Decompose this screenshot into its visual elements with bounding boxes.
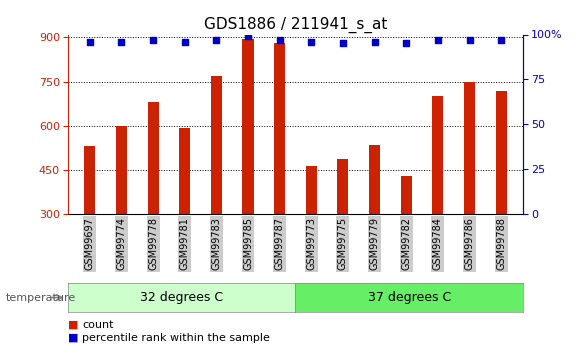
Bar <box>400 176 412 214</box>
Text: GSM99779: GSM99779 <box>370 217 380 270</box>
Point <box>370 39 379 45</box>
Point <box>148 37 158 43</box>
Text: GSM99784: GSM99784 <box>433 217 443 270</box>
Text: GSM99788: GSM99788 <box>496 217 506 270</box>
Bar <box>496 91 507 214</box>
Bar <box>148 102 159 214</box>
Point <box>85 39 95 45</box>
Text: GSM99781: GSM99781 <box>180 217 190 270</box>
Text: GSM99783: GSM99783 <box>211 217 221 270</box>
Text: GSM99775: GSM99775 <box>338 217 348 270</box>
Text: ■: ■ <box>68 320 78 330</box>
Text: GSM99773: GSM99773 <box>306 217 316 270</box>
Text: temperature: temperature <box>6 293 76 303</box>
Point <box>243 33 253 39</box>
Bar <box>179 128 191 214</box>
Point <box>180 39 189 45</box>
Bar <box>211 76 222 214</box>
Point <box>465 37 475 43</box>
Text: GSM99782: GSM99782 <box>401 217 411 270</box>
Text: percentile rank within the sample: percentile rank within the sample <box>82 333 270 343</box>
Point <box>402 41 411 46</box>
Bar <box>432 96 443 214</box>
Point <box>212 37 221 43</box>
Bar <box>116 126 127 214</box>
Bar <box>84 146 95 214</box>
Text: GSM99697: GSM99697 <box>85 217 95 270</box>
Bar <box>338 159 349 214</box>
Title: GDS1886 / 211941_s_at: GDS1886 / 211941_s_at <box>204 17 387 33</box>
Bar <box>274 43 285 214</box>
Text: ■: ■ <box>68 333 78 343</box>
Text: GSM99785: GSM99785 <box>243 217 253 270</box>
Text: GSM99787: GSM99787 <box>275 217 285 270</box>
Bar <box>242 39 253 214</box>
Bar <box>464 82 475 214</box>
Point <box>496 37 506 43</box>
Point <box>338 41 348 46</box>
Text: GSM99774: GSM99774 <box>116 217 126 270</box>
Text: 37 degrees C: 37 degrees C <box>368 291 451 304</box>
Point <box>275 37 285 43</box>
Text: GSM99786: GSM99786 <box>465 217 475 270</box>
Point <box>433 37 443 43</box>
Point <box>116 39 126 45</box>
Text: 32 degrees C: 32 degrees C <box>140 291 223 304</box>
Text: GSM99778: GSM99778 <box>148 217 158 270</box>
Point <box>306 39 316 45</box>
Bar <box>369 145 380 214</box>
Text: count: count <box>82 320 114 330</box>
Bar <box>306 166 317 214</box>
